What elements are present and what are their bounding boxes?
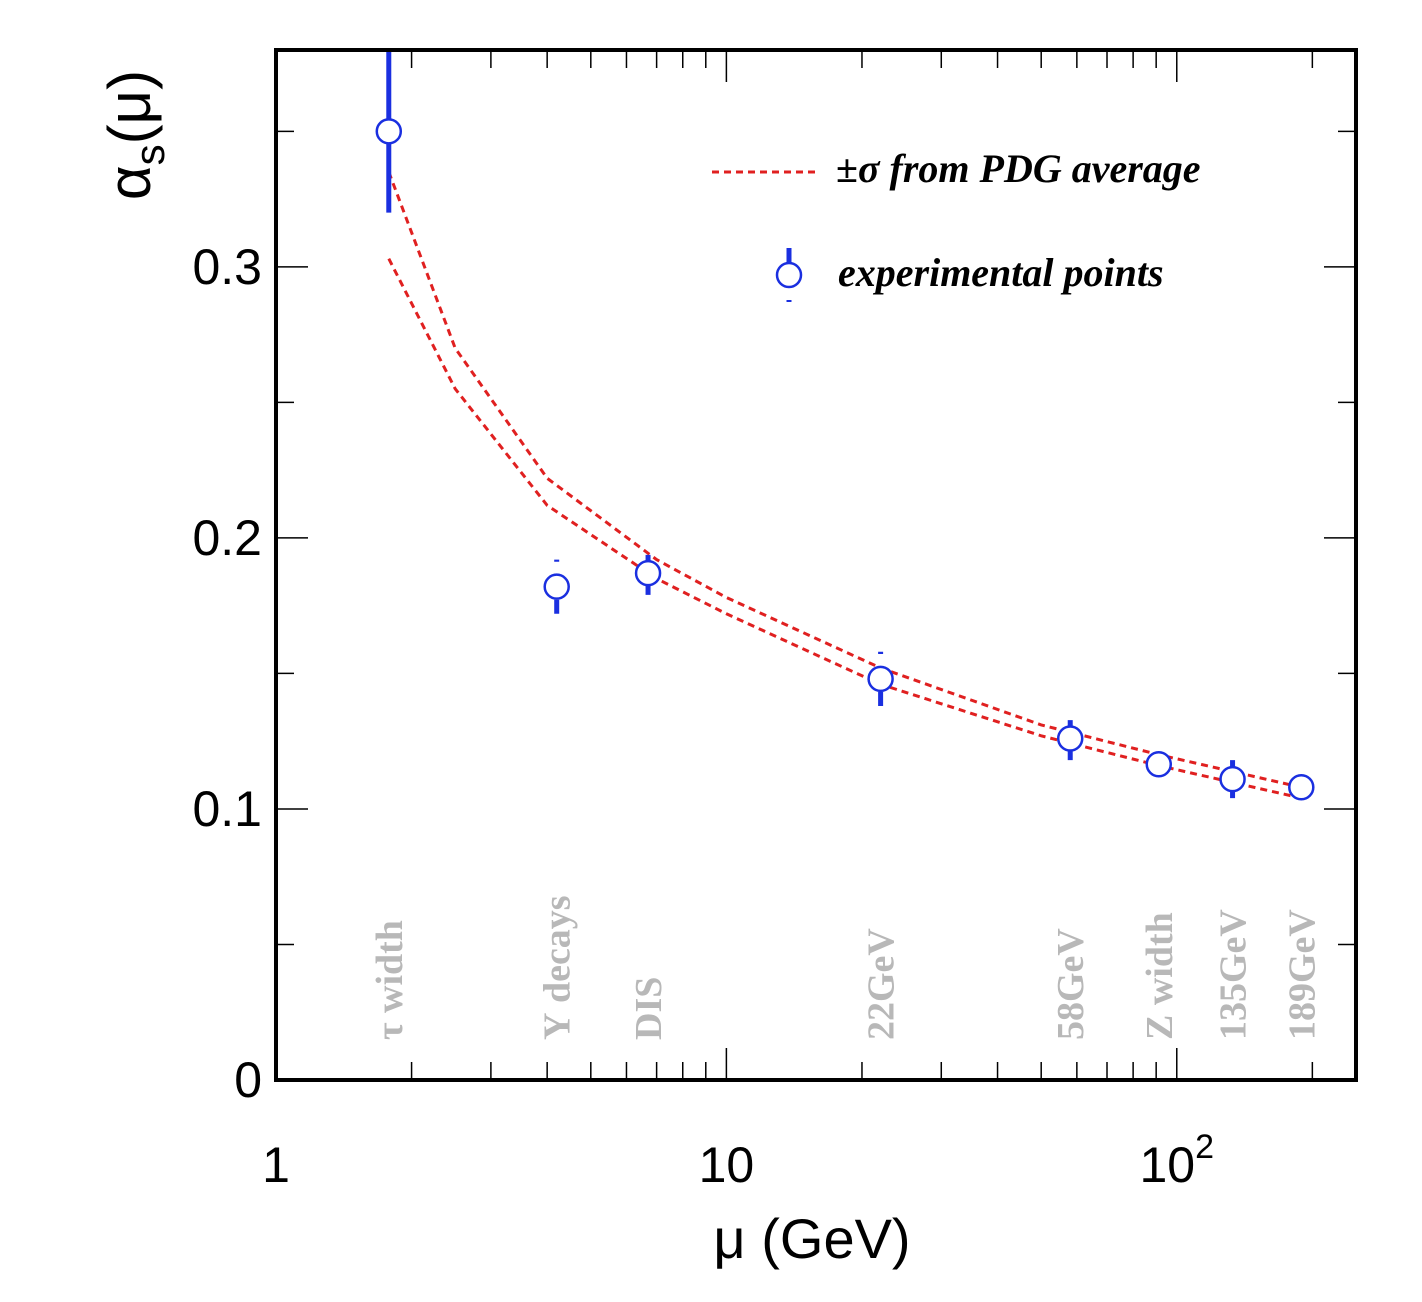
y-axis-label: αs(μ)	[96, 70, 173, 200]
data-point	[375, 50, 403, 213]
data-point	[867, 651, 894, 706]
process-label: DIS	[628, 977, 670, 1040]
data-point	[1219, 760, 1246, 799]
y-tick-label: 0	[234, 1052, 262, 1108]
x-tick-label: 1	[262, 1137, 290, 1193]
point-marker	[543, 573, 570, 600]
legend-points-label: experimental points	[838, 250, 1164, 295]
x-axis-label: μ (GeV)	[713, 1207, 910, 1270]
y-tick-label: 0.2	[192, 510, 262, 566]
process-label: 135GeV	[1213, 909, 1255, 1040]
svg-text:αs(μ): αs(μ)	[96, 70, 173, 200]
tick-labels: 0 0.1 0.2 0.3 1 10 102	[192, 239, 1214, 1193]
point-marker	[1145, 750, 1173, 778]
y-tick-label: 0.3	[192, 239, 262, 295]
x-tick-label: 10	[699, 1137, 755, 1193]
y-tick-label: 0.1	[192, 781, 262, 837]
y-axis-label-subscript: s	[126, 144, 173, 165]
tick-marks	[275, 50, 1356, 1081]
process-label: τ width	[369, 920, 411, 1040]
data-point	[1288, 774, 1315, 801]
point-marker	[1056, 725, 1084, 752]
legend: ±σ from PDG average experimental points	[712, 146, 1201, 302]
plot-frame	[274, 48, 1358, 1082]
point-marker	[375, 118, 403, 145]
y-axis-label-main: α	[96, 165, 163, 200]
process-label: 189GeV	[1281, 909, 1323, 1040]
y-axis-label-suffix: (μ)	[96, 70, 163, 145]
process-labels: τ width Υ decays DIS 22GeV 58GeV Z width 135Ge…	[369, 895, 1324, 1040]
pdg-band-line	[387, 171, 1302, 789]
legend-points-marker	[775, 261, 803, 289]
experimental-points	[375, 50, 1315, 801]
x-tick-label: 102	[1139, 1128, 1214, 1193]
data-point	[1145, 750, 1173, 778]
pdg-band-line	[387, 258, 1302, 800]
point-marker	[1288, 774, 1315, 801]
x-tick-exponent: 2	[1195, 1128, 1214, 1166]
data-point	[1056, 716, 1084, 761]
point-marker	[1219, 765, 1246, 793]
data-point	[543, 559, 570, 614]
process-label: 22GeV	[861, 928, 903, 1040]
process-label: Υ decays	[537, 895, 579, 1040]
legend-band-label: ±σ from PDG average	[836, 146, 1201, 191]
process-label: Z width	[1139, 912, 1181, 1040]
point-marker	[867, 665, 894, 693]
data-point	[634, 551, 662, 595]
process-label: 58GeV	[1050, 928, 1092, 1040]
pdg-band	[387, 171, 1302, 800]
point-marker	[634, 559, 662, 587]
